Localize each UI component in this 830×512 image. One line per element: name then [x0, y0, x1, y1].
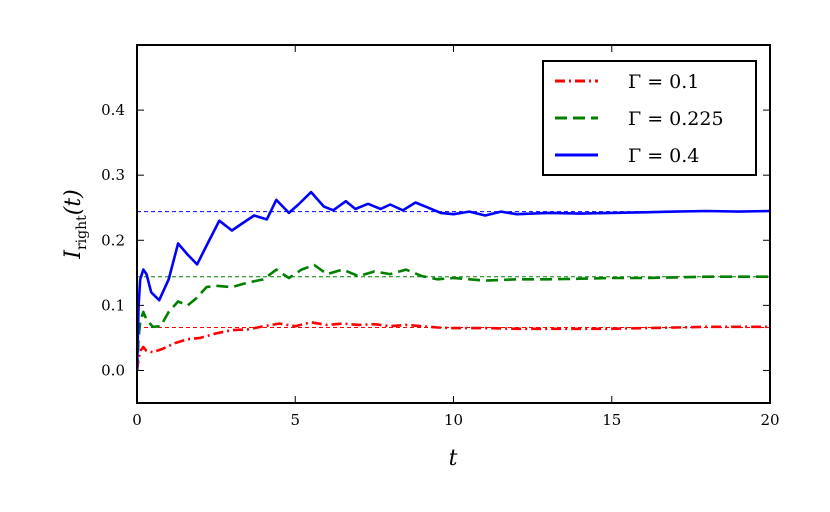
legend-label-gamma-0-225: Γ = 0.225 [628, 108, 724, 130]
y-axis-title-main: I [61, 249, 86, 260]
x-tick-label: 15 [602, 411, 621, 429]
y-tick-label: 0.4 [101, 101, 125, 119]
y-tick-label: 0.2 [101, 231, 125, 249]
y-tick-label: 0.3 [101, 166, 125, 184]
y-axis-title-tail: (t) [61, 189, 86, 215]
y-tick-label: 0.0 [101, 361, 125, 379]
x-axis-title: t [449, 446, 458, 471]
legend-label-gamma-0-4: Γ = 0.4 [628, 145, 699, 167]
x-tick-label: 0 [132, 411, 142, 429]
y-tick-label: 0.1 [101, 296, 125, 314]
y-axis-label: Iright(t) [61, 189, 90, 260]
legend: Γ = 0.1 Γ = 0.225 Γ = 0.4 [542, 60, 757, 176]
svg-text:Iright(t): Iright(t) [61, 189, 90, 260]
series-line-1 [137, 263, 770, 371]
series-line-2 [137, 190, 770, 371]
x-tick-label: 10 [444, 411, 463, 429]
x-axis-label: t [449, 446, 458, 471]
legend-label-gamma-0-1: Γ = 0.1 [628, 71, 699, 93]
y-axis-title-sub: right [74, 215, 90, 250]
x-tick-label: 20 [760, 411, 779, 429]
series-line-0 [137, 321, 770, 371]
x-tick-label: 5 [290, 411, 300, 429]
